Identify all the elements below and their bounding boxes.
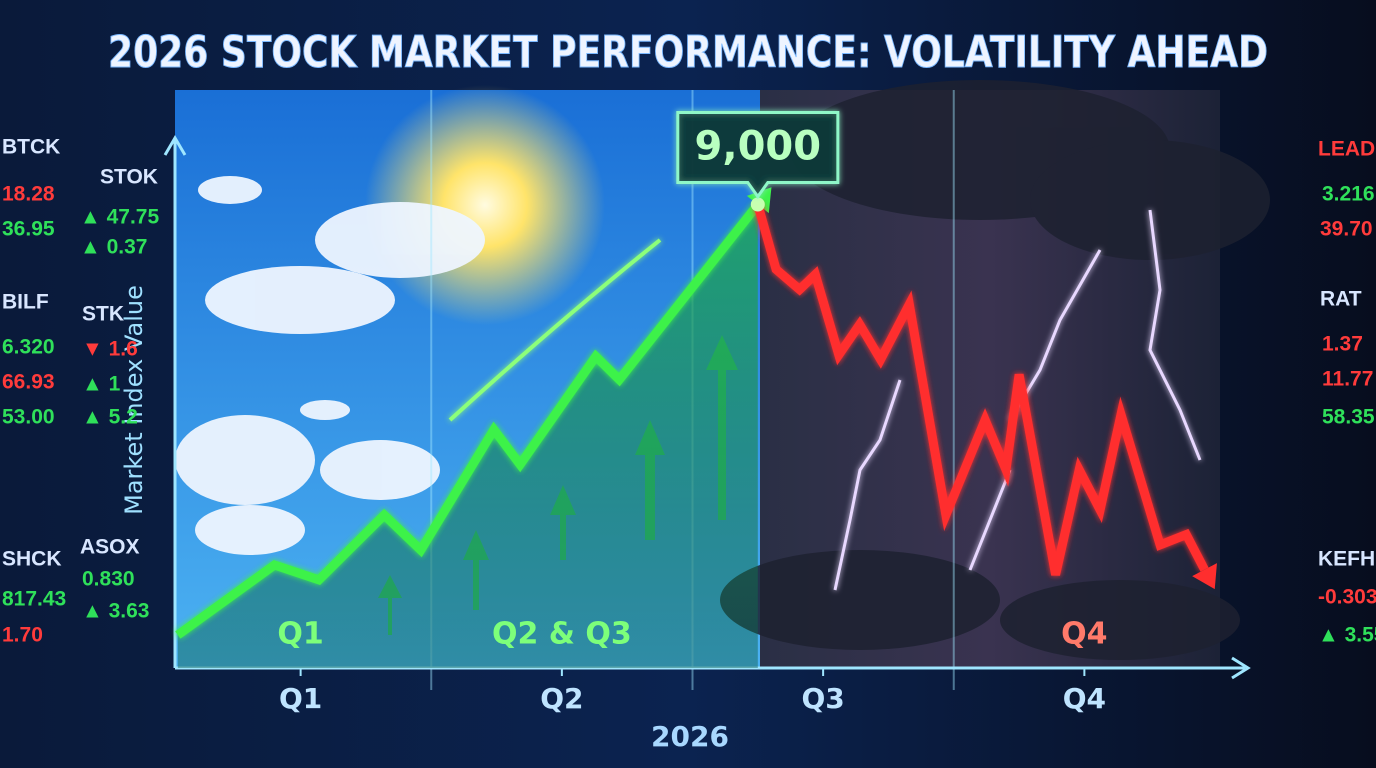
arrow-head <box>1192 563 1217 590</box>
ticker: RAT <box>1320 288 1362 311</box>
ticker: ▲ 1 <box>82 373 121 396</box>
ticker: ▲ 47.75 <box>80 206 159 229</box>
ticker: ASOX <box>80 536 140 559</box>
ticker: 1.70 <box>2 624 43 647</box>
ticker: 11.77 <box>1322 368 1373 391</box>
ticker: LEAD <box>1318 138 1375 161</box>
ticker-right: LEAD 3.216 39.70 RAT 1.37 11.77 58.35 KE… <box>1318 138 1376 647</box>
ticker: 53.00 <box>2 406 55 429</box>
ticker: 66.93 <box>2 371 55 394</box>
region-label: Q4 <box>1061 617 1107 652</box>
clouds <box>175 176 485 555</box>
ticker: SHCK <box>2 548 62 571</box>
x-tick-label: Q1 <box>279 682 322 715</box>
ticker: 6.320 <box>2 336 55 359</box>
lightning <box>833 209 1202 591</box>
ticker: ▲ 0.37 <box>80 236 148 259</box>
ticker: 817.43 <box>2 588 66 611</box>
ticker: STOK <box>100 166 158 189</box>
ticker: ▲ 5.2 <box>82 406 138 429</box>
ticker: 1.37 <box>1322 333 1363 356</box>
ticker: BTCK <box>2 136 60 159</box>
ticker: 0.830 <box>82 568 135 591</box>
annotation-box <box>676 111 840 200</box>
ticker: 39.70 <box>1320 218 1373 241</box>
trend-arrow <box>448 238 662 422</box>
line <box>753 203 1209 576</box>
x-tick-label: Q3 <box>801 682 844 715</box>
chart-title: 2026 STOCK MARKET PERFORMANCE: VOLATILIT… <box>108 27 1268 78</box>
ticker: 3.216 <box>1322 183 1375 206</box>
ticker: BILF <box>2 291 49 314</box>
x-axis-label: 2026 <box>651 720 729 753</box>
x-tick-label: Q4 <box>1063 682 1106 715</box>
ticker: 18.28 <box>2 183 55 206</box>
y-axis-label: Market Index Value <box>120 285 148 515</box>
ticker: ▲ 3.63 <box>82 600 150 623</box>
line <box>175 201 762 639</box>
annotation-label: 9,000 <box>695 124 822 170</box>
ticker: ▼ 1.6 <box>82 338 138 361</box>
ticker: ▲ 3.55 <box>1318 624 1376 647</box>
storm-clouds <box>720 80 1270 660</box>
x-tick-label: Q2 <box>540 682 583 715</box>
region-label: Q2 & Q3 <box>492 617 632 652</box>
ticker: STK <box>82 303 124 326</box>
area <box>177 204 758 668</box>
ticker-left: BTCK STOK 18.28 ▲ 47.75 36.95 ▲ 0.37 BIL… <box>2 136 159 647</box>
region-label: Q1 <box>277 617 323 652</box>
ticker: 58.35 <box>1322 406 1375 429</box>
ticker: -0.303 <box>1318 586 1376 609</box>
peak-marker <box>750 197 765 212</box>
ticker: KEFH <box>1318 548 1375 571</box>
ticker: 36.95 <box>2 218 55 241</box>
